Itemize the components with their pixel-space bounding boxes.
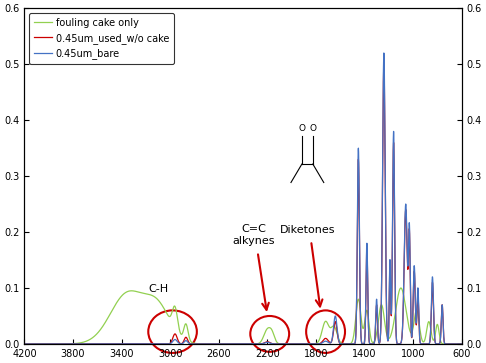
fouling cake only	[284, 342, 290, 346]
0.45um_used_w/o cake	[381, 62, 387, 67]
0.45um_used_w/o cake	[21, 342, 27, 346]
0.45um_used_w/o cake	[306, 342, 312, 346]
Legend: fouling cake only, 0.45um_used_w/o cake, 0.45um_bare: fouling cake only, 0.45um_used_w/o cake,…	[29, 13, 174, 64]
0.45um_bare	[101, 342, 107, 346]
Text: O: O	[298, 124, 305, 132]
0.45um_bare	[189, 342, 194, 346]
0.45um_bare	[381, 51, 387, 55]
0.45um_used_w/o cake	[381, 62, 387, 66]
fouling cake only	[381, 313, 387, 318]
0.45um_used_w/o cake	[459, 342, 465, 346]
fouling cake only	[398, 286, 404, 290]
Line: 0.45um_used_w/o cake: 0.45um_used_w/o cake	[24, 64, 462, 344]
Text: C-H: C-H	[148, 284, 168, 294]
0.45um_used_w/o cake	[284, 342, 290, 346]
0.45um_bare	[347, 342, 353, 346]
0.45um_used_w/o cake	[347, 342, 353, 346]
fouling cake only	[306, 342, 312, 346]
fouling cake only	[189, 340, 194, 344]
Text: O: O	[309, 124, 316, 132]
fouling cake only	[21, 342, 27, 346]
fouling cake only	[459, 342, 465, 346]
Text: C=C
alkynes: C=C alkynes	[233, 224, 275, 246]
0.45um_used_w/o cake	[101, 342, 107, 346]
Line: fouling cake only: fouling cake only	[24, 288, 462, 344]
0.45um_bare	[21, 342, 27, 346]
0.45um_bare	[284, 342, 290, 346]
0.45um_bare	[306, 342, 312, 346]
Line: 0.45um_bare: 0.45um_bare	[24, 53, 462, 344]
0.45um_bare	[459, 342, 465, 346]
fouling cake only	[347, 341, 353, 346]
0.45um_bare	[381, 51, 387, 56]
0.45um_used_w/o cake	[189, 342, 194, 346]
fouling cake only	[101, 323, 107, 327]
Text: Diketones: Diketones	[279, 225, 335, 235]
